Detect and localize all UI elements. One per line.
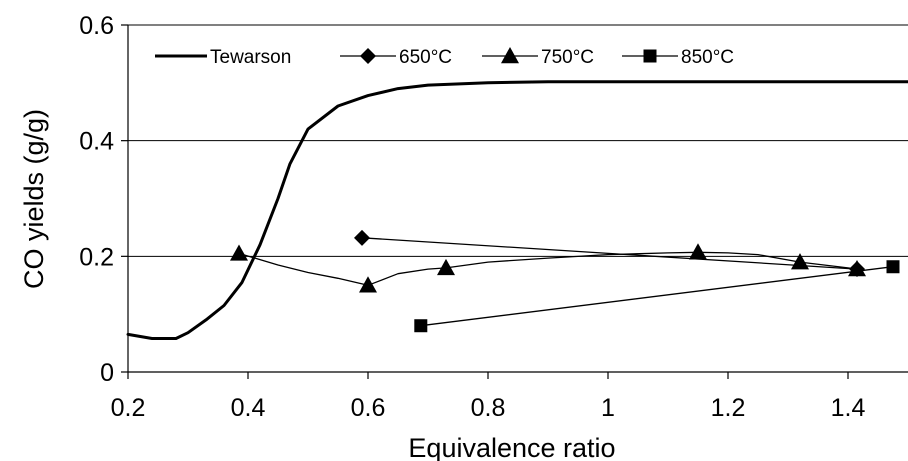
- y-tick-label-3: 0.6: [79, 12, 114, 40]
- x-tick-label-2: 0.6: [351, 394, 386, 422]
- plot-area: [126, 80, 908, 340]
- data-point-750-c-2: [437, 258, 455, 276]
- y-axis-title: CO yields (g/g): [19, 109, 49, 289]
- series-line-650-c: [361, 237, 858, 270]
- data-point-750-c-4: [791, 253, 809, 270]
- data-point-750-c-1: [359, 276, 377, 293]
- legend-label-750-c: 750°C: [541, 47, 594, 68]
- legend-entry-650-c: 650°C: [340, 47, 452, 68]
- series-line-850-c: [420, 266, 894, 327]
- data-point-650-c-0: [354, 229, 370, 246]
- legend-label-650-c: 650°C: [399, 47, 452, 68]
- grid-lines: [128, 24, 908, 257]
- legend-marker-650-c: [360, 48, 376, 64]
- tick-labels: 0 0.2 0.4 0.6 0.2 0.4 0.6 0.8 1 1.2 1.4: [79, 12, 865, 422]
- y-tick-label-0: 0: [100, 359, 114, 387]
- x-tick-label-0: 0.2: [111, 394, 146, 422]
- axes: [121, 24, 908, 379]
- legend-entry-750-c: 750°C: [482, 47, 594, 68]
- x-tick-label-3: 0.8: [471, 394, 506, 422]
- series-line-750-c: [238, 251, 858, 286]
- legend-marker-850-c: [643, 49, 657, 63]
- data-point-750-c-0: [230, 244, 248, 261]
- legend-entry-tewarson: Tewarson: [155, 47, 291, 68]
- x-tick-label-1: 0.4: [231, 394, 266, 422]
- x-tick-label-4: 1: [601, 394, 615, 422]
- x-tick-label-6: 1.4: [831, 394, 866, 422]
- legend-marker-750-c: [501, 47, 519, 64]
- data-point-850-c-1: [886, 260, 900, 274]
- y-tick-label-2: 0.4: [79, 128, 114, 156]
- legend-entry-850-c: 850°C: [622, 47, 734, 68]
- y-tick-label-1: 0.2: [79, 243, 114, 271]
- legend-label-850-c: 850°C: [681, 47, 734, 68]
- series-line-tewarson: [126, 80, 908, 340]
- legend: Tewarson 650°C 750°C 850°C: [155, 47, 734, 68]
- x-axis-title: Equivalence ratio: [408, 433, 615, 461]
- x-tick-label-5: 1.2: [711, 394, 746, 422]
- legend-label-tewarson: Tewarson: [210, 47, 291, 68]
- data-point-850-c-0: [414, 319, 428, 333]
- data-point-750-c-3: [689, 243, 707, 260]
